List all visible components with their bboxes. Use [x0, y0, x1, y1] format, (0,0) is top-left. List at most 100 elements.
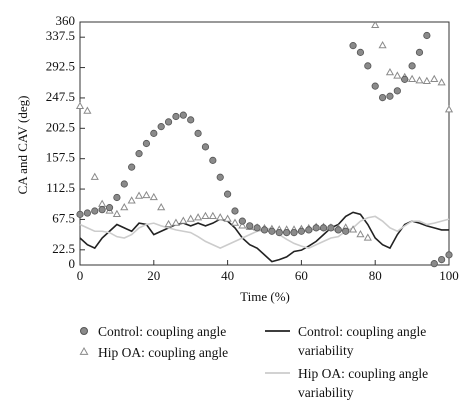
point: [283, 229, 291, 237]
x-tick-label: 100: [439, 268, 459, 283]
point: [364, 62, 372, 70]
point: [201, 211, 210, 220]
point: [393, 87, 401, 95]
point: [378, 41, 387, 49]
point: [171, 218, 181, 226]
point: [378, 94, 387, 102]
point: [98, 199, 107, 207]
point: [150, 129, 158, 137]
point: [194, 129, 202, 137]
y-tick-label: 22.5: [52, 241, 75, 256]
x-tick-label: 20: [147, 268, 160, 283]
point: [386, 92, 394, 100]
point: [113, 193, 121, 202]
point: [415, 48, 424, 56]
plot-frame: [79, 21, 450, 266]
legend-label: Hip OA: coupling angle variability: [298, 366, 429, 400]
legend-label: Hip OA: coupling angle: [98, 345, 229, 360]
point: [209, 156, 217, 164]
point: [342, 227, 350, 235]
legend-label: Control: coupling angle: [98, 324, 227, 339]
x-tick-label: 80: [369, 268, 382, 283]
y-tick-label: 292.5: [46, 59, 75, 74]
point: [371, 20, 380, 29]
point: [430, 260, 438, 268]
legend-swatch: [80, 327, 88, 335]
line: [79, 211, 449, 263]
point: [201, 143, 210, 151]
point: [83, 106, 92, 114]
point: [208, 211, 217, 220]
point: [164, 118, 173, 126]
point: [135, 150, 143, 158]
point: [230, 218, 240, 226]
x-tick-label: 0: [77, 268, 84, 283]
point: [349, 42, 357, 50]
point: [179, 216, 188, 224]
point: [231, 207, 239, 215]
point: [253, 224, 261, 232]
point: [268, 227, 276, 235]
point: [356, 230, 365, 238]
point: [422, 76, 431, 85]
point: [128, 163, 136, 171]
y-tick-label: 157.5: [46, 150, 75, 165]
point: [408, 74, 417, 83]
point: [127, 196, 136, 204]
legend-swatch: [265, 372, 290, 374]
point: [371, 82, 379, 90]
x-axis-label: Time (%): [240, 289, 290, 304]
point: [149, 192, 158, 201]
legend-marker: [79, 346, 89, 355]
point: [224, 190, 232, 198]
point: [105, 204, 114, 212]
y-tick-label: 202.5: [46, 119, 75, 134]
y-tick-label: 337.5: [46, 28, 75, 43]
point: [76, 210, 84, 218]
point: [238, 221, 247, 229]
point: [120, 203, 129, 211]
point: [142, 190, 151, 199]
point: [120, 180, 128, 188]
point: [415, 76, 424, 84]
point: [312, 224, 320, 232]
point: [164, 219, 173, 228]
point: [223, 214, 232, 222]
point: [187, 116, 195, 124]
point: [438, 255, 446, 264]
point: [297, 227, 305, 235]
point: [445, 251, 453, 259]
point: [246, 222, 254, 230]
point: [275, 229, 283, 237]
x-tick-label: 40: [221, 268, 234, 283]
point: [98, 206, 106, 214]
legend-marker: [80, 327, 88, 335]
point: [393, 71, 402, 79]
point: [437, 78, 446, 86]
point: [157, 203, 166, 211]
point: [91, 207, 99, 215]
legend-swatch: [265, 330, 290, 332]
point: [172, 112, 180, 121]
y-tick-label: 0: [69, 256, 76, 271]
legend-label: Control: coupling angle variability: [298, 324, 427, 358]
point: [348, 225, 358, 233]
point: [193, 213, 203, 221]
y-tick-label: 247.5: [46, 89, 75, 104]
point: [83, 209, 91, 217]
y-axis-label: CA and CAV (deg): [15, 96, 30, 195]
y-tick-label: 360: [56, 13, 76, 28]
y-tick-label: 67.5: [52, 210, 75, 225]
point: [408, 62, 416, 70]
point: [305, 226, 313, 234]
legend-swatch: [79, 346, 89, 355]
point: [430, 74, 439, 83]
point: [423, 31, 431, 40]
point: [334, 226, 342, 234]
point: [444, 105, 454, 113]
point: [238, 217, 246, 225]
point: [385, 68, 395, 76]
chart: Time (%) CA and CAV (deg) 022.5 67.5 112.5…: [15, 13, 459, 304]
point: [327, 224, 335, 232]
